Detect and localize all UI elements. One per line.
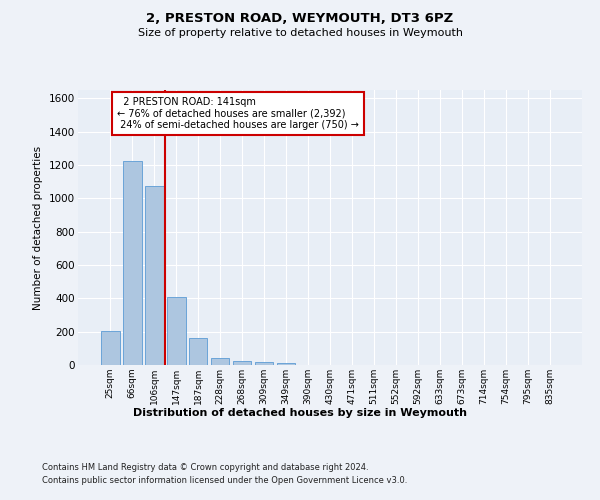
Bar [123,161,142,365]
Text: Contains HM Land Registry data © Crown copyright and database right 2024.: Contains HM Land Registry data © Crown c… [42,462,368,471]
Text: 2 PRESTON ROAD: 141sqm
← 76% of detached houses are smaller (2,392)
 24% of semi: 2 PRESTON ROAD: 141sqm ← 76% of detached… [117,96,359,130]
Text: Contains public sector information licensed under the Open Government Licence v3: Contains public sector information licen… [42,476,407,485]
Bar [255,362,274,365]
Bar [145,186,164,365]
Bar [101,331,119,365]
Bar [211,358,229,365]
Text: Size of property relative to detached houses in Weymouth: Size of property relative to detached ho… [137,28,463,38]
Y-axis label: Number of detached properties: Number of detached properties [34,146,43,310]
Text: Distribution of detached houses by size in Weymouth: Distribution of detached houses by size … [133,408,467,418]
Bar [189,338,208,365]
Bar [277,363,295,365]
Text: 2, PRESTON ROAD, WEYMOUTH, DT3 6PZ: 2, PRESTON ROAD, WEYMOUTH, DT3 6PZ [146,12,454,26]
Bar [233,360,251,365]
Bar [167,296,185,365]
